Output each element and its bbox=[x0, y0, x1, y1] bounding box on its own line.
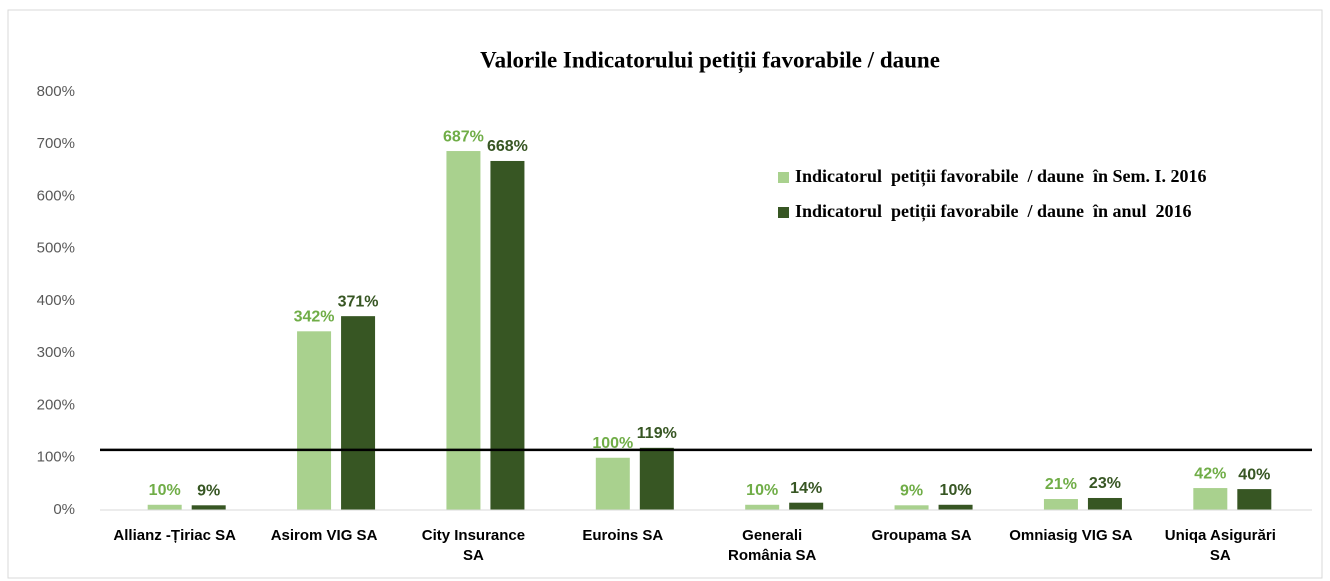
x-tick-label: Allianz -Țiriac SA bbox=[113, 527, 236, 544]
data-label: 687% bbox=[443, 128, 484, 145]
chart-frame bbox=[7, 9, 1323, 579]
data-label: 119% bbox=[637, 425, 677, 442]
y-tick-label: 800% bbox=[37, 83, 75, 100]
bar bbox=[789, 502, 824, 510]
data-label: 23% bbox=[1089, 475, 1121, 492]
x-tick-label: Omniasig VIG SA bbox=[1009, 527, 1133, 544]
bar bbox=[1043, 499, 1078, 510]
chart-title: Valorile Indicatorului petiții favorabil… bbox=[480, 47, 940, 73]
x-tick-label: Generali România SA bbox=[728, 527, 817, 564]
bar bbox=[745, 504, 780, 510]
bar bbox=[341, 316, 376, 510]
bar bbox=[938, 504, 973, 510]
bar bbox=[191, 505, 226, 510]
y-tick-label: 400% bbox=[37, 292, 75, 309]
x-tick-label: Asirom VIG SA bbox=[270, 527, 378, 544]
data-label: 14% bbox=[790, 480, 822, 497]
legend-label: Indicatorul petiții favorabile / daune î… bbox=[795, 201, 1192, 222]
y-tick-label: 700% bbox=[37, 135, 75, 152]
y-tick-label: 100% bbox=[37, 449, 75, 466]
bar bbox=[1237, 489, 1272, 510]
y-tick-label: 600% bbox=[37, 187, 75, 204]
data-label: 342% bbox=[294, 309, 335, 326]
y-tick-label: 500% bbox=[37, 240, 75, 257]
bar bbox=[894, 505, 929, 510]
bar bbox=[639, 447, 674, 510]
data-label: 100% bbox=[592, 435, 633, 452]
data-label: 40% bbox=[1238, 466, 1270, 483]
bar bbox=[147, 504, 182, 510]
data-label: 9% bbox=[900, 483, 923, 500]
bar bbox=[490, 160, 525, 510]
bar bbox=[446, 151, 481, 511]
x-tick-label: City Insurance SA bbox=[421, 527, 526, 564]
data-label: 10% bbox=[746, 482, 778, 499]
data-label: 21% bbox=[1045, 476, 1077, 493]
legend-label: Indicatorul petiții favorabile / daune î… bbox=[795, 166, 1207, 187]
data-label: 42% bbox=[1194, 465, 1226, 482]
data-label: 9% bbox=[197, 483, 220, 500]
y-tick-label: 200% bbox=[37, 396, 75, 413]
data-label: 668% bbox=[487, 138, 528, 155]
x-tick-label: Uniqa Asigurări SA bbox=[1164, 527, 1276, 564]
data-label: 371% bbox=[338, 293, 379, 310]
bar bbox=[595, 457, 630, 510]
legend-swatch bbox=[778, 207, 789, 218]
legend-swatch bbox=[778, 172, 789, 183]
data-label: 10% bbox=[940, 482, 972, 499]
y-tick-label: 0% bbox=[53, 501, 75, 518]
data-label: 10% bbox=[149, 482, 181, 499]
bar bbox=[1087, 497, 1122, 510]
bar bbox=[297, 331, 332, 510]
y-tick-label: 300% bbox=[37, 344, 75, 361]
bar bbox=[1193, 488, 1228, 510]
x-tick-label: Euroins SA bbox=[582, 527, 664, 544]
x-tick-label: Groupama SA bbox=[871, 527, 972, 544]
